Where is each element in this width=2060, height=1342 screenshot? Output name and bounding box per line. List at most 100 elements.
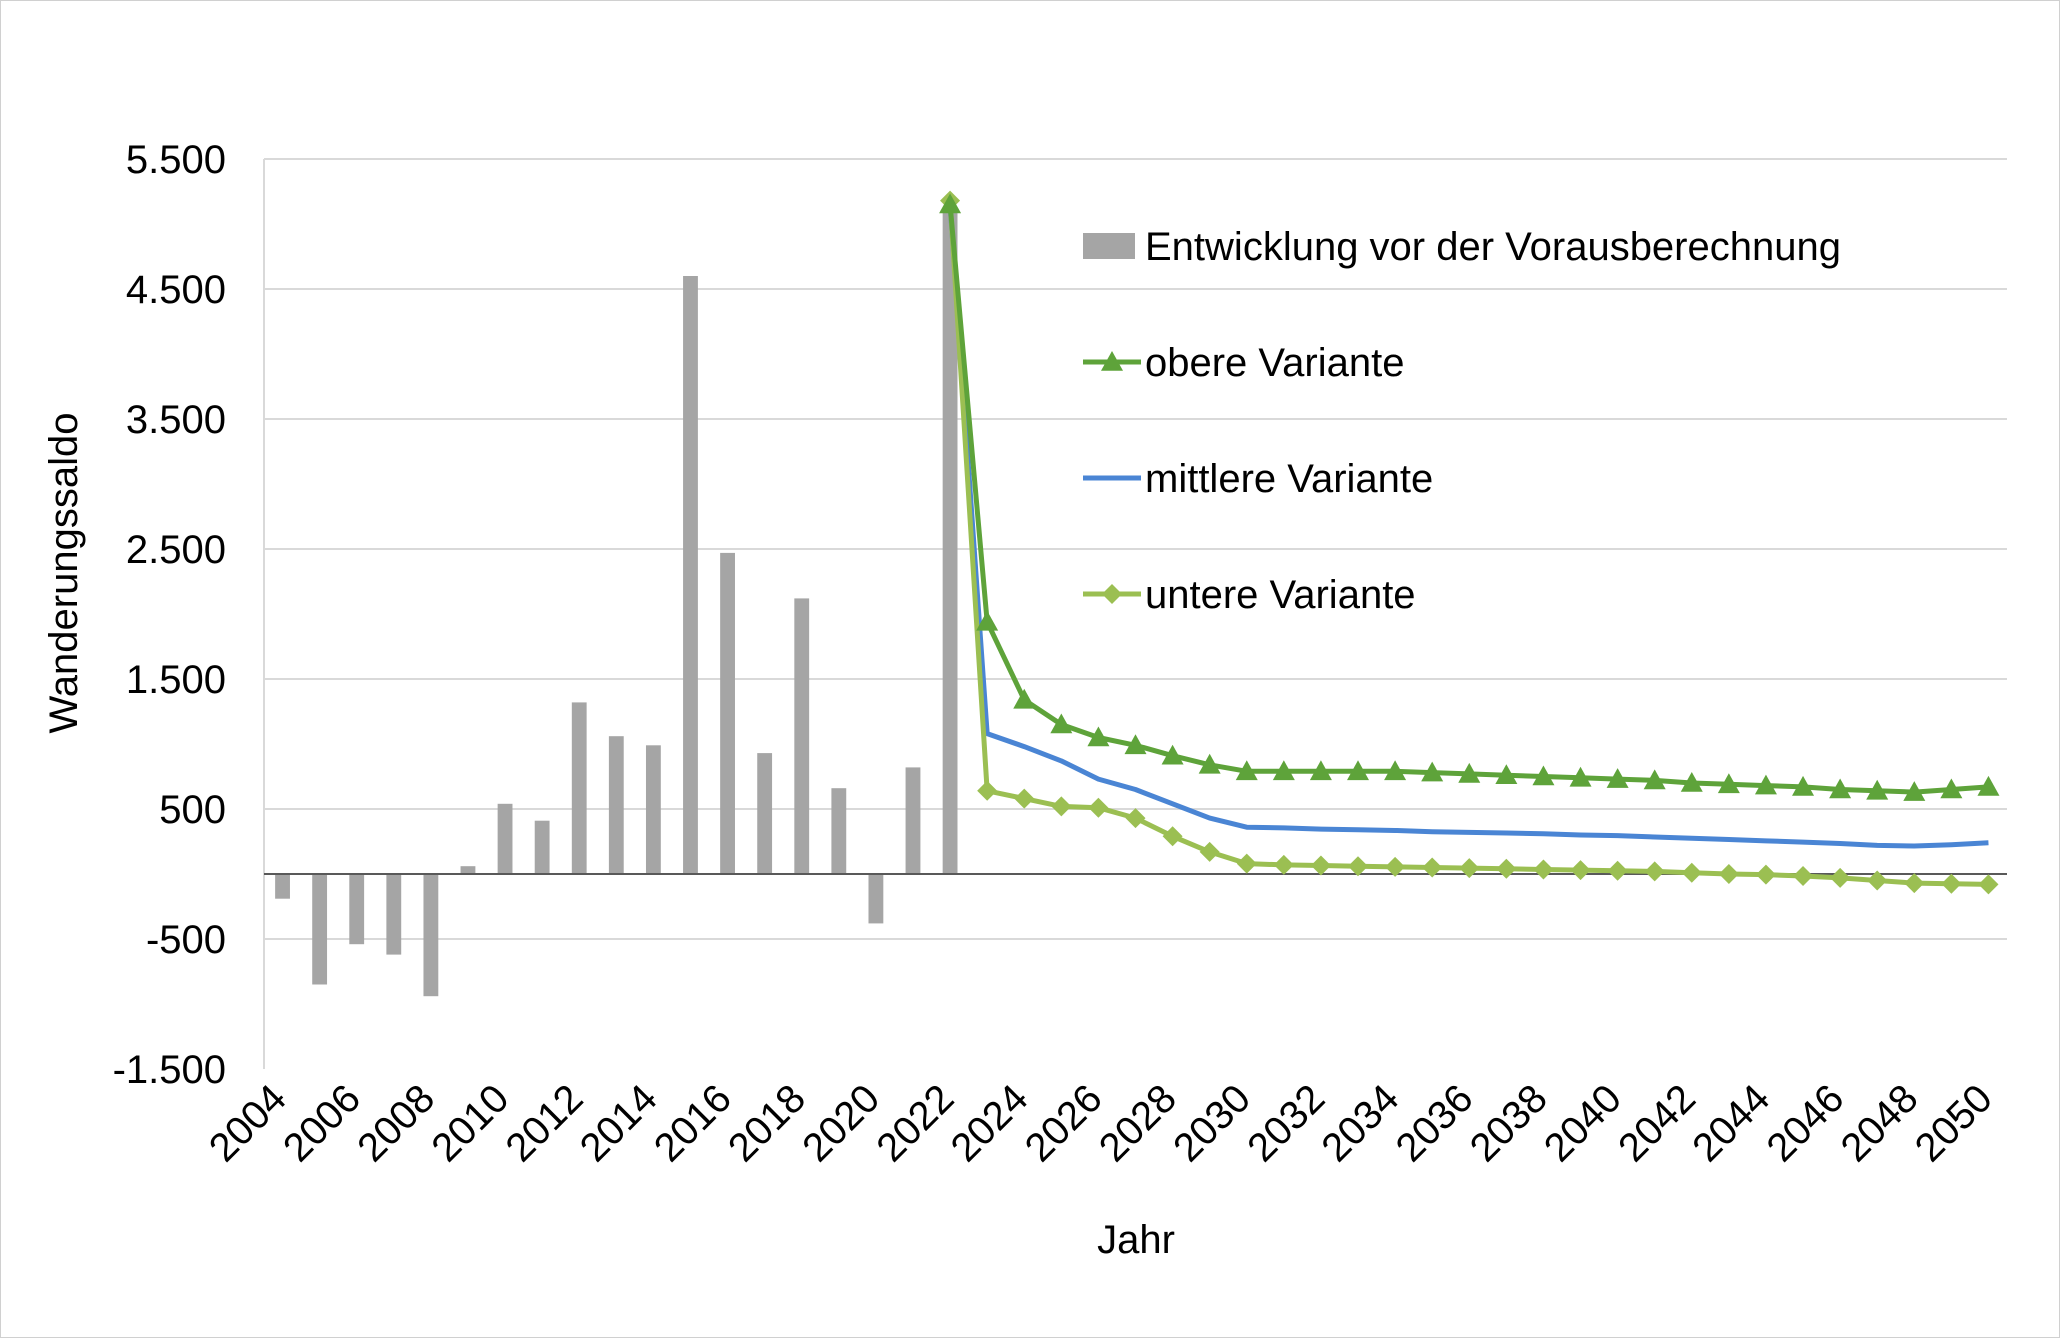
y-tick-label: 1.500 — [126, 658, 226, 702]
x-tick-label: 2006 — [275, 1076, 369, 1170]
bar — [349, 874, 365, 945]
series-line — [947, 204, 1989, 849]
triangle-marker — [939, 193, 962, 214]
y-tick-label: -500 — [146, 918, 226, 962]
x-tick-label: 2012 — [498, 1076, 592, 1170]
legend-label: Entwicklung vor der Vorausberechnung — [1145, 225, 1841, 269]
x-tick-label: 2016 — [646, 1076, 740, 1170]
triangle-marker — [1940, 778, 1963, 799]
diamond-marker — [1793, 865, 1814, 886]
diamond-marker — [1422, 857, 1443, 878]
triangle-marker — [976, 610, 999, 631]
x-tick-label: 2010 — [423, 1076, 517, 1170]
x-tick-label: 2036 — [1388, 1076, 1482, 1170]
bar — [571, 702, 587, 874]
bar — [534, 820, 550, 874]
triangle-marker — [1754, 774, 1777, 795]
bar — [905, 767, 921, 874]
bar — [645, 745, 661, 874]
bar — [794, 598, 810, 874]
triangle-marker — [1866, 779, 1889, 800]
y-tick-label: 500 — [159, 788, 226, 832]
diamond-marker — [1718, 864, 1739, 884]
bar — [608, 736, 624, 874]
x-tick-label: 2038 — [1462, 1076, 1556, 1170]
triangle-marker — [1198, 753, 1221, 774]
x-tick-label: 2026 — [1017, 1076, 1111, 1170]
x-tick-label: 2046 — [1758, 1076, 1852, 1170]
diamond-marker — [1125, 808, 1146, 829]
x-tick-label: 2014 — [572, 1076, 666, 1170]
y-tick-label: 3.500 — [126, 398, 226, 442]
diamond-marker — [1867, 870, 1888, 891]
gridlines — [263, 158, 2007, 1069]
diamond-marker — [1051, 796, 1072, 817]
x-tick-label: 2008 — [349, 1076, 443, 1170]
diamond-marker — [1385, 856, 1406, 877]
legend-label: obere Variante — [1145, 341, 1404, 385]
x-tick-label: 2020 — [794, 1076, 888, 1170]
bar — [868, 874, 884, 924]
triangle-marker — [1495, 764, 1518, 784]
triangle-marker — [1013, 688, 1036, 709]
diamond-marker — [1348, 856, 1369, 877]
line-series — [939, 190, 2000, 895]
bar-series — [275, 211, 958, 997]
bar — [386, 874, 402, 955]
y-tick-label: 5.500 — [126, 138, 226, 182]
triangle-marker — [1050, 713, 1073, 734]
diamond-marker — [977, 780, 998, 801]
bar — [497, 803, 513, 874]
x-tick-label: 2040 — [1536, 1076, 1630, 1170]
diamond-marker — [1459, 858, 1480, 879]
x-tick-label: 2050 — [1907, 1076, 2001, 1170]
triangle-marker — [1309, 760, 1332, 781]
diamond-marker — [1681, 862, 1702, 883]
x-tick-label: 2022 — [868, 1076, 962, 1170]
triangle-marker — [1272, 760, 1295, 781]
triangle-marker — [1124, 734, 1147, 755]
bar — [720, 552, 735, 874]
diamond-marker — [1162, 826, 1183, 847]
diamond-marker — [1014, 788, 1035, 809]
diamond-marker — [1236, 853, 1257, 874]
triangle-marker — [1347, 760, 1370, 781]
diamond-marker — [1496, 858, 1517, 879]
triangle-marker — [1458, 762, 1481, 783]
triangle-marker — [1977, 775, 2000, 796]
triangle-marker — [1087, 726, 1110, 747]
x-tick-label: 2034 — [1313, 1076, 1407, 1170]
diamond-marker — [1607, 860, 1628, 881]
diamond-marker — [1904, 873, 1925, 894]
x-tick-label: 2032 — [1239, 1076, 1333, 1170]
diamond-marker — [1088, 797, 1109, 818]
diamond-marker — [1644, 861, 1665, 882]
legend-label: mittlere Variante — [1145, 457, 1433, 501]
x-tick-labels: 2004200620082010201220142016201820202022… — [201, 1076, 2001, 1170]
diamond-marker — [1310, 855, 1331, 876]
bar — [460, 866, 476, 874]
diamond-marker — [1978, 874, 1999, 895]
triangle-marker — [1717, 773, 1740, 794]
diamond-marker — [1941, 873, 1962, 894]
triangle-marker — [1792, 775, 1815, 796]
bar — [423, 874, 439, 997]
x-tick-label: 2024 — [943, 1076, 1037, 1170]
bar — [757, 753, 773, 874]
bar — [312, 874, 328, 985]
legend: Entwicklung vor der Vorausberechnung ober… — [1083, 225, 1841, 617]
x-tick-label: 2018 — [720, 1076, 814, 1170]
triangle-marker — [1829, 778, 1852, 799]
diamond-marker — [1273, 854, 1294, 875]
series-line — [947, 204, 1989, 795]
triangle-marker — [1903, 781, 1926, 801]
diamond-marker — [1755, 864, 1776, 885]
y-tick-label: 2.500 — [126, 528, 226, 572]
triangle-marker — [1421, 761, 1444, 782]
x-tick-label: 2030 — [1165, 1076, 1259, 1170]
triangle-marker — [1532, 765, 1555, 786]
bar — [683, 276, 698, 874]
triangle-marker — [1680, 772, 1703, 792]
